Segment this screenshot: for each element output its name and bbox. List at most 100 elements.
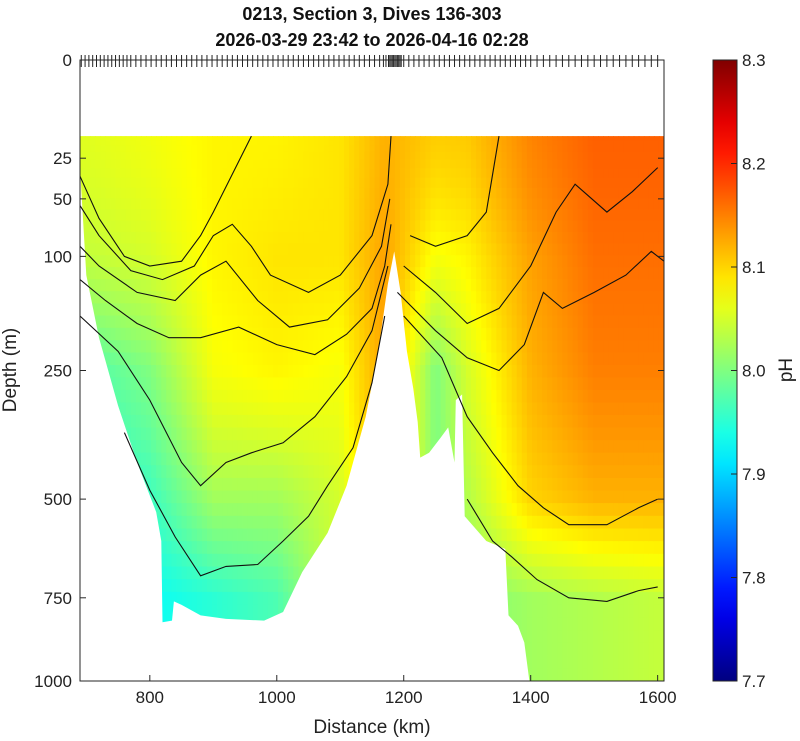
heatmap-cell xyxy=(532,414,538,429)
heatmap-cell xyxy=(592,151,599,161)
heatmap-cell xyxy=(308,198,315,210)
heatmap-cell xyxy=(526,255,533,268)
heatmap-cell xyxy=(181,145,188,153)
heatmap-cell xyxy=(435,340,442,354)
heatmap-cell xyxy=(288,187,295,200)
heatmap-cell xyxy=(151,243,157,256)
heatmap-cell xyxy=(582,617,589,631)
heatmap-cell xyxy=(526,209,533,222)
heatmap-cell xyxy=(532,389,538,404)
heatmap-cell xyxy=(171,187,178,200)
heatmap-cell xyxy=(120,151,127,161)
heatmap-cell xyxy=(394,151,401,161)
heatmap-cell xyxy=(592,187,599,200)
heatmap-cell xyxy=(344,177,350,189)
heatmap-cell xyxy=(339,365,345,379)
heatmap-cell xyxy=(339,255,345,268)
heatmap-cell xyxy=(90,231,97,245)
heatmap-cell xyxy=(542,365,548,379)
heatmap-cell xyxy=(125,177,132,189)
heatmap-cell xyxy=(511,515,518,530)
heatmap-cell xyxy=(567,642,574,657)
heatmap-cell xyxy=(308,220,315,233)
heatmap-cell xyxy=(476,477,482,492)
heatmap-cell xyxy=(212,315,218,329)
heatmap-cell xyxy=(100,255,107,268)
heatmap-cell xyxy=(125,279,132,292)
heatmap-cell xyxy=(506,566,513,580)
heatmap-cell xyxy=(166,490,173,504)
heatmap-cell xyxy=(222,267,229,280)
heatmap-cell xyxy=(471,377,477,391)
heatmap-cell xyxy=(125,389,132,404)
heatmap-cell xyxy=(562,541,569,555)
heatmap-cell xyxy=(476,327,482,341)
heatmap-cell xyxy=(288,159,295,169)
heatmap-cell xyxy=(603,402,609,416)
heatmap-cell xyxy=(430,140,437,147)
heatmap-cell xyxy=(359,137,366,141)
heatmap-cell xyxy=(115,209,122,222)
heatmap-cell xyxy=(496,528,503,542)
heatmap-cell xyxy=(135,168,142,179)
heatmap-cell xyxy=(171,159,178,169)
heatmap-cell xyxy=(222,365,229,379)
heatmap-cell xyxy=(288,136,295,138)
heatmap-cell xyxy=(318,515,325,530)
heatmap-cell xyxy=(501,377,508,391)
heatmap-cell xyxy=(227,168,234,179)
heatmap-cell xyxy=(542,315,548,329)
heatmap-cell xyxy=(115,145,122,153)
heatmap-cell xyxy=(542,553,548,568)
heatmap-cell xyxy=(339,377,345,391)
heatmap-cell xyxy=(491,168,498,179)
heatmap-cell xyxy=(562,327,569,341)
heatmap-cell xyxy=(369,168,376,179)
heatmap-cell xyxy=(572,579,579,593)
heatmap-cell xyxy=(191,243,198,256)
heatmap-cell xyxy=(110,145,117,153)
heatmap-cell xyxy=(364,315,371,329)
heatmap-cell xyxy=(146,465,152,479)
heatmap-cell xyxy=(476,377,482,391)
heatmap-cell xyxy=(207,315,213,329)
heatmap-cell xyxy=(598,642,604,657)
heatmap-cell xyxy=(592,137,599,141)
heatmap-cell xyxy=(410,255,416,268)
heatmap-cell xyxy=(176,503,183,517)
heatmap-cell xyxy=(547,159,554,169)
heatmap-cell xyxy=(140,168,147,179)
heatmap-cell xyxy=(262,231,269,245)
heatmap-cell xyxy=(501,402,508,416)
heatmap-cell xyxy=(547,209,554,222)
heatmap-cell xyxy=(511,503,518,517)
heatmap-cell xyxy=(95,315,102,329)
heatmap-cell xyxy=(359,303,366,317)
heatmap-cell xyxy=(598,136,604,138)
heatmap-cell xyxy=(207,136,213,138)
heatmap-cell xyxy=(486,279,493,292)
heatmap-cell xyxy=(577,490,584,504)
heatmap-cell xyxy=(161,209,168,222)
heatmap-cell xyxy=(293,440,300,454)
heatmap-cell xyxy=(516,541,523,555)
heatmap-cell xyxy=(125,243,132,256)
heatmap-cell xyxy=(587,187,594,200)
heatmap-cell xyxy=(262,377,269,391)
heatmap-cell xyxy=(425,303,432,317)
heatmap-cell xyxy=(577,279,584,292)
heatmap-cell xyxy=(405,231,411,245)
heatmap-cell xyxy=(374,145,381,153)
heatmap-cell xyxy=(430,377,437,391)
heatmap-cell xyxy=(308,303,315,317)
heatmap-cell xyxy=(344,231,350,245)
heatmap-cell xyxy=(151,427,157,441)
heatmap-cell xyxy=(521,340,528,354)
heatmap-cell xyxy=(100,187,107,200)
heatmap-cell xyxy=(405,315,411,329)
heatmap-cell xyxy=(572,452,579,466)
heatmap-cell xyxy=(156,315,163,329)
heatmap-cell xyxy=(273,389,279,404)
heatmap-cell xyxy=(252,340,259,354)
heatmap-cell xyxy=(577,553,584,568)
